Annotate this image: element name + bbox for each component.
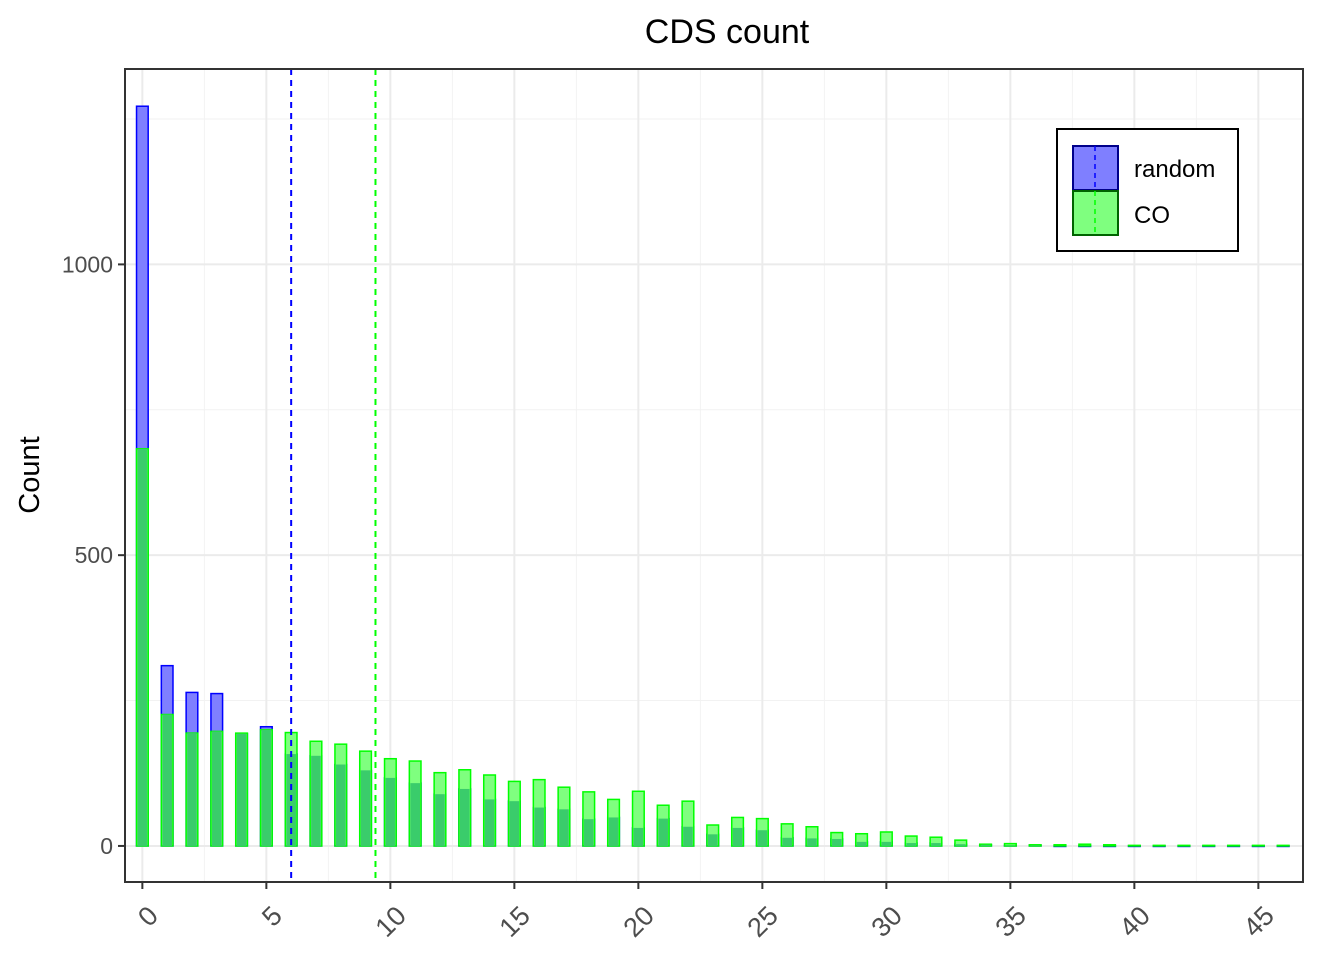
legend-label-co: CO [1134,202,1170,229]
bar-overlap [633,827,644,846]
bar-co [1152,844,1166,847]
bar-overlap [534,807,544,846]
x-tick-label: 25 [742,900,784,942]
bar-overlap [1030,845,1040,846]
bar-overlap [137,448,148,846]
bar-overlap [459,788,470,846]
x-tick-label: 0 [132,900,164,932]
bar-co [1276,844,1290,847]
y-axis-ticks: 0 500 1000 [62,251,125,859]
y-tick-label: 500 [75,542,113,568]
panel-border [124,68,1304,883]
bar-overlap [236,733,247,846]
bar-overlap [1005,845,1016,846]
x-tick-label: 35 [990,900,1032,942]
bar-overlap [509,801,520,846]
bar-overlap [360,770,371,846]
grid-minor-lines [125,69,1303,882]
bar-co [1202,844,1216,847]
x-tick-label: 10 [370,900,412,942]
bar-overlap [658,818,668,846]
bar-overlap [732,827,743,846]
x-tick-label: 45 [1238,900,1280,942]
bar-overlap [583,819,594,846]
bar-overlap [906,843,916,846]
bar-co [780,823,794,847]
bar-overlap [831,838,842,846]
bar-overlap [782,837,792,846]
bar-overlap [484,799,495,846]
bar-overlap [955,844,966,846]
bar-co [1102,844,1117,847]
bar-co [1127,844,1141,847]
x-axis-ticks: 0 5 10 15 20 25 30 35 40 45 [132,882,1280,943]
x-tick-label: 15 [494,900,536,942]
bar-co [1078,843,1092,847]
bar-overlap [707,834,718,846]
bar-overlap [980,844,991,846]
bar-overlap [162,714,172,846]
bar-co [1177,844,1191,847]
bar-overlap [410,783,420,846]
bar-overlap [559,809,569,846]
bar-overlap [211,731,222,846]
chart-title: CDS count [645,13,810,51]
y-tick-label: 1000 [62,251,113,277]
bar-co [1053,844,1067,847]
bar-co [1251,844,1265,847]
bar-overlap [608,817,619,846]
y-axis-label: Count [14,436,46,513]
bar-overlap [931,843,941,846]
bar-co [1226,844,1241,847]
bar-co [805,826,819,847]
bar-overlap [881,841,892,846]
bar-overlap [807,838,817,846]
bar-overlap [757,830,768,846]
legend: random CO [1056,128,1239,252]
y-tick-label: 0 [100,833,113,859]
bar-overlap [856,841,867,846]
x-tick-label: 40 [1114,900,1156,942]
bar-overlap [683,826,693,846]
x-tick-label: 30 [866,900,908,942]
bar-overlap [385,777,396,846]
mean-lines [290,69,377,882]
x-tick-label: 5 [256,900,288,932]
series-co-bars [135,447,1290,847]
legend-label-random: random [1134,156,1215,183]
bar-overlap [335,764,346,846]
bar-overlap [311,755,321,846]
bar-overlap [187,733,197,846]
bar-overlap [435,794,445,846]
bar-overlap [261,729,272,846]
x-tick-label: 20 [618,900,660,942]
